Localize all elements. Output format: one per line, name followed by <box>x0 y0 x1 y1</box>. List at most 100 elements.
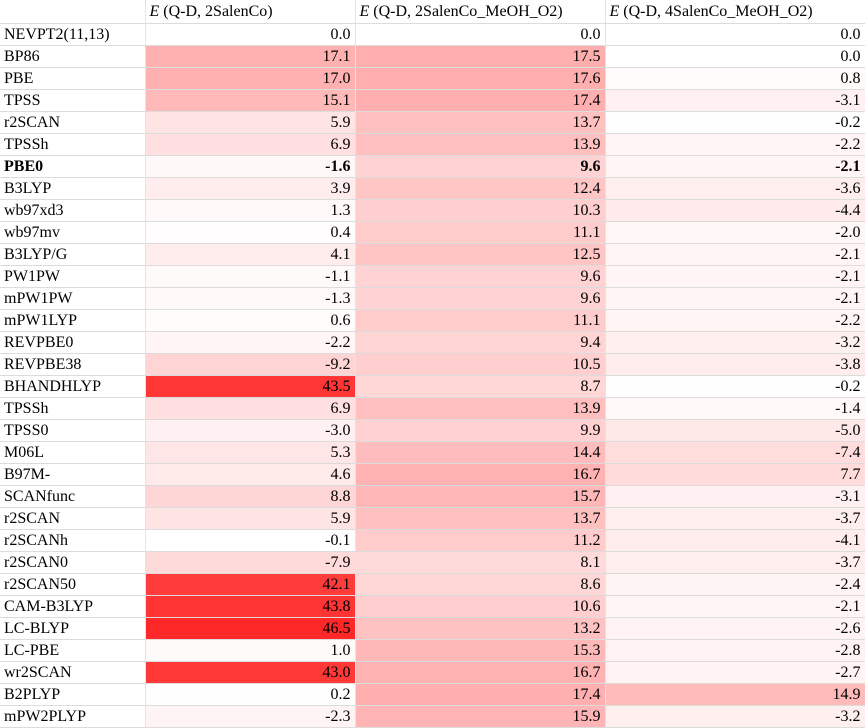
value-cell: 9.9 <box>355 419 606 442</box>
value-cell: 13.2 <box>355 617 606 640</box>
data-row: LC-PBE 1.0 15.3 -2.8 <box>0 639 865 662</box>
row-label: wb97mv <box>0 221 146 244</box>
row-label: CAM-B3LYP <box>0 595 146 618</box>
row-label: r2SCAN <box>0 111 146 134</box>
row-label: TPSSh <box>0 133 146 156</box>
data-row: wr2SCAN 43.0 16.7 -2.7 <box>0 661 865 684</box>
row-label: wr2SCAN <box>0 661 146 684</box>
row-label: LC-PBE <box>0 639 146 662</box>
value-cell: 0.0 <box>355 23 606 46</box>
data-row: B97M- 4.6 16.7 7.7 <box>0 463 865 486</box>
value-cell: 9.6 <box>355 265 606 288</box>
value-cell: -3.2 <box>605 331 865 354</box>
value-cell: -2.2 <box>605 309 865 332</box>
value-cell: -7.4 <box>605 441 865 464</box>
column-symbol: E <box>609 3 620 20</box>
row-label: PBE0 <box>0 155 146 178</box>
value-cell: 14.4 <box>355 441 606 464</box>
value-cell: -2.1 <box>605 287 865 310</box>
column-label: (Q-D, 2SalenCo) <box>163 3 273 20</box>
data-row: TPSSh 6.9 13.9 -1.4 <box>0 397 865 420</box>
value-cell: 13.9 <box>355 133 606 156</box>
value-cell: -2.6 <box>605 617 865 640</box>
data-row: TPSS0 -3.0 9.9 -5.0 <box>0 419 865 442</box>
data-row: BP86 17.1 17.5 0.0 <box>0 45 865 68</box>
row-label: r2SCAN0 <box>0 551 146 574</box>
value-cell: 3.9 <box>145 177 356 200</box>
value-cell: -2.0 <box>605 221 865 244</box>
value-cell: 1.3 <box>145 199 356 222</box>
value-cell: 5.9 <box>145 111 356 134</box>
value-cell: 10.5 <box>355 353 606 376</box>
value-cell: -4.4 <box>605 199 865 222</box>
value-cell: 12.4 <box>355 177 606 200</box>
value-cell: 0.6 <box>145 309 356 332</box>
value-cell: 15.7 <box>355 485 606 508</box>
value-cell: 6.9 <box>145 133 356 156</box>
value-cell: -3.1 <box>605 485 865 508</box>
value-cell: 9.6 <box>355 287 606 310</box>
value-cell: -0.1 <box>145 529 356 552</box>
data-row: CAM-B3LYP 43.8 10.6 -2.1 <box>0 595 865 618</box>
value-cell: -7.9 <box>145 551 356 574</box>
value-cell: 14.9 <box>605 683 865 706</box>
row-label: REVPBE0 <box>0 331 146 354</box>
value-cell: -4.1 <box>605 529 865 552</box>
row-label: B2PLYP <box>0 683 146 706</box>
data-row: BHANDHLYP 43.5 8.7 -0.2 <box>0 375 865 398</box>
data-row: TPSS 15.1 17.4 -3.1 <box>0 89 865 112</box>
value-cell: -1.4 <box>605 397 865 420</box>
value-cell: 46.5 <box>145 617 356 640</box>
row-label: M06L <box>0 441 146 464</box>
row-label: B3LYP <box>0 177 146 200</box>
value-cell: -2.4 <box>605 573 865 596</box>
value-cell: 15.9 <box>355 705 606 728</box>
row-label: TPSSh <box>0 397 146 420</box>
value-cell: -1.1 <box>145 265 356 288</box>
row-label: r2SCAN50 <box>0 573 146 596</box>
column-header: E (Q-D, 4SalenCo_MeOH_O2) <box>605 0 865 24</box>
row-label: LC-BLYP <box>0 617 146 640</box>
value-cell: -9.2 <box>145 353 356 376</box>
value-cell: -3.0 <box>145 419 356 442</box>
data-row: PW1PW -1.1 9.6 -2.1 <box>0 265 865 288</box>
value-cell: -0.2 <box>605 375 865 398</box>
value-cell: 8.1 <box>355 551 606 574</box>
value-cell: 7.7 <box>605 463 865 486</box>
value-cell: 11.2 <box>355 529 606 552</box>
data-row: M06L 5.3 14.4 -7.4 <box>0 441 865 464</box>
value-cell: 43.8 <box>145 595 356 618</box>
value-cell: 17.4 <box>355 683 606 706</box>
row-label: TPSS0 <box>0 419 146 442</box>
value-cell: 0.0 <box>605 45 865 68</box>
row-label: r2SCAN <box>0 507 146 530</box>
value-cell: 15.1 <box>145 89 356 112</box>
value-cell: 43.0 <box>145 661 356 684</box>
value-cell: -3.7 <box>605 507 865 530</box>
data-row: B2PLYP 0.2 17.4 14.9 <box>0 683 865 706</box>
data-row: r2SCAN 5.9 13.7 -0.2 <box>0 111 865 134</box>
data-row: mPW2PLYP -2.3 15.9 -3.2 <box>0 705 865 728</box>
data-row: r2SCAN0 -7.9 8.1 -3.7 <box>0 551 865 574</box>
column-symbol: E <box>149 3 160 20</box>
value-cell: 0.8 <box>605 67 865 90</box>
data-row: wb97xd3 1.3 10.3 -4.4 <box>0 199 865 222</box>
value-cell: 5.9 <box>145 507 356 530</box>
value-cell: -2.2 <box>605 133 865 156</box>
row-label: PW1PW <box>0 265 146 288</box>
value-cell: -3.6 <box>605 177 865 200</box>
data-row: B3LYP/G 4.1 12.5 -2.1 <box>0 243 865 266</box>
row-label: mPW2PLYP <box>0 705 146 728</box>
value-cell: -2.7 <box>605 661 865 684</box>
value-cell: 1.0 <box>145 639 356 662</box>
value-cell: 4.6 <box>145 463 356 486</box>
value-cell: 17.5 <box>355 45 606 68</box>
data-row: r2SCAN 5.9 13.7 -3.7 <box>0 507 865 530</box>
corner-cell <box>0 0 146 24</box>
data-row: TPSSh 6.9 13.9 -2.2 <box>0 133 865 156</box>
column-header: E (Q-D, 2SalenCo) <box>145 0 356 24</box>
value-cell: -3.7 <box>605 551 865 574</box>
value-cell: 15.3 <box>355 639 606 662</box>
value-cell: -2.1 <box>605 243 865 266</box>
